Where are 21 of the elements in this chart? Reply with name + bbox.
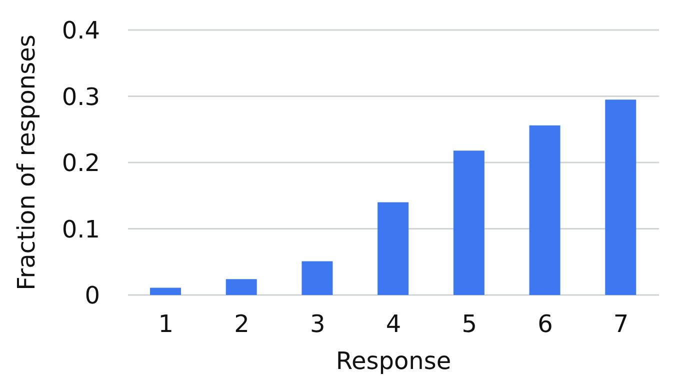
bar	[378, 202, 409, 295]
y-tick-label: 0	[84, 282, 100, 310]
bar	[605, 100, 636, 295]
bar	[453, 150, 484, 295]
bar	[529, 125, 560, 295]
x-tick-label: 1	[158, 310, 174, 338]
y-tick-label: 0.4	[62, 16, 100, 45]
bar	[302, 261, 333, 295]
y-tick-label: 0.2	[62, 149, 100, 178]
x-tick-label: 6	[538, 310, 553, 338]
y-tick-label: 0.3	[62, 82, 100, 111]
x-tick-label: 3	[310, 310, 326, 338]
x-tick-label: 5	[462, 310, 477, 338]
y-axis-title: Fraction of responses	[12, 34, 41, 290]
bar	[226, 279, 257, 295]
y-tick-label: 0.1	[62, 215, 100, 244]
x-axis-title: Response	[336, 347, 452, 375]
bar	[150, 288, 181, 295]
x-tick-label: 7	[613, 310, 629, 338]
x-tick-label: 2	[234, 310, 250, 338]
x-tick-label: 4	[386, 310, 402, 338]
